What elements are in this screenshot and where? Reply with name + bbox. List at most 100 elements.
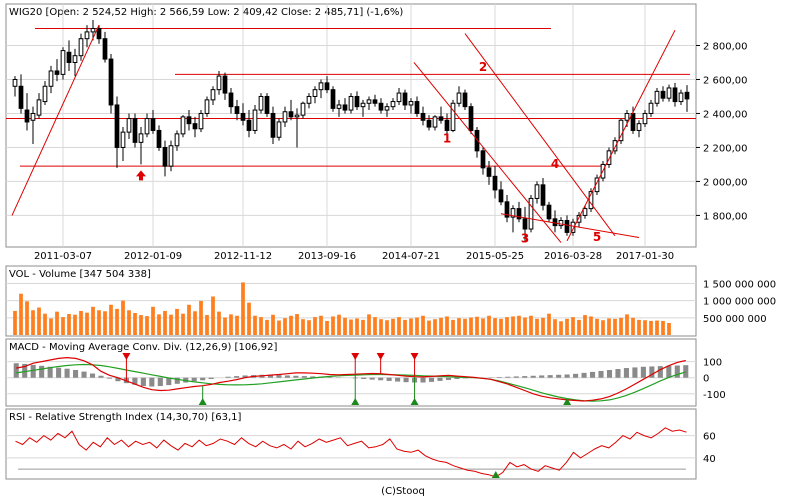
- candle-body: [180, 116, 186, 135]
- volume-bar: [19, 293, 23, 335]
- volume-bar: [667, 322, 671, 335]
- volume-bar: [109, 304, 113, 335]
- wave-label-2: 2: [479, 60, 487, 74]
- volume-bar: [157, 314, 161, 335]
- candle-body: [456, 92, 462, 104]
- candle-body: [666, 87, 672, 99]
- volume-bar: [505, 317, 509, 335]
- candle-body: [402, 92, 408, 106]
- rsi-y-tick-label: 60: [703, 432, 716, 443]
- volume-bar: [283, 318, 287, 335]
- volume-bar: [55, 311, 59, 335]
- volume-bar: [121, 300, 125, 335]
- volume-bar: [661, 320, 665, 335]
- volume-bar: [499, 318, 503, 335]
- price-y-tick-label: 2 600,00: [703, 75, 748, 86]
- rsi-panel: RSI - Relative Strength Index (14,30,70)…: [5, 408, 716, 480]
- volume-bar: [193, 311, 197, 335]
- volume-bar: [409, 318, 413, 335]
- sell-signal-icon: [351, 353, 360, 360]
- wave-label-1: 1: [443, 131, 451, 145]
- volume-bar: [187, 304, 191, 335]
- macd-histogram-bar: [437, 377, 443, 381]
- macd-histogram-bar: [522, 376, 528, 378]
- candle-body: [492, 175, 498, 191]
- candle-body: [294, 114, 300, 118]
- volume-bar: [67, 314, 71, 335]
- volume-bar: [439, 317, 443, 335]
- candle-body: [234, 106, 240, 114]
- price-y-tick-label: 2 400,00: [703, 109, 748, 120]
- rsi-y-tick-label: 40: [703, 454, 716, 465]
- candle-body: [390, 101, 396, 108]
- candle-body: [372, 99, 378, 104]
- candle-body: [474, 129, 480, 152]
- volume-bar: [235, 315, 239, 335]
- volume-bar: [643, 320, 647, 335]
- candle-body: [168, 145, 174, 167]
- candle-body: [144, 118, 150, 135]
- volume-bar: [241, 282, 245, 335]
- macd-line: [16, 356, 686, 402]
- volume-bar: [481, 318, 485, 335]
- candle-body: [360, 102, 366, 108]
- candle-body: [270, 112, 276, 138]
- price-x-tick-label: 2014-07-21: [382, 251, 440, 262]
- candle-body: [384, 106, 390, 111]
- macd-histogram-bar: [89, 373, 96, 378]
- candle-body: [66, 51, 72, 63]
- candle-body: [162, 146, 168, 167]
- volume-bar: [547, 313, 551, 335]
- candle-body: [558, 220, 564, 227]
- candle-body: [330, 89, 336, 109]
- volume-bar: [145, 316, 149, 335]
- macd-histogram-bar: [267, 374, 274, 378]
- candle-body: [564, 220, 570, 233]
- candle-body: [264, 95, 270, 114]
- macd-histogram-bar: [657, 366, 663, 378]
- candle-body: [528, 197, 534, 230]
- volume-bar: [13, 310, 17, 335]
- volume-bar: [523, 317, 527, 335]
- macd-histogram-bar: [234, 376, 240, 378]
- volume-bar: [361, 319, 365, 335]
- volume-bar: [541, 317, 545, 335]
- volume-bar: [469, 317, 473, 335]
- macd-histogram-bar: [505, 376, 511, 378]
- candle-body: [366, 99, 372, 104]
- candle-body: [78, 38, 84, 57]
- macd-panel: MACD - Moving Average Conv. Div. (12,26,…: [5, 338, 726, 407]
- macd-histogram-bar: [225, 376, 231, 378]
- macd-histogram-bar: [513, 376, 519, 378]
- candle-body: [348, 95, 354, 111]
- candle-body: [120, 131, 126, 148]
- volume-bar: [343, 317, 347, 335]
- candle-body: [126, 118, 132, 133]
- volume-bar: [565, 318, 569, 335]
- candle-body: [102, 38, 108, 60]
- candle-body: [174, 133, 180, 147]
- volume-bar: [529, 315, 533, 335]
- candle-body: [426, 119, 432, 128]
- candle-body: [24, 109, 30, 123]
- candle-body: [450, 102, 456, 131]
- macd-histogram-bar: [13, 363, 19, 378]
- candle-body: [252, 109, 258, 131]
- volume-bar: [631, 317, 635, 335]
- macd-histogram-bar: [496, 377, 502, 378]
- candle-body: [468, 106, 474, 131]
- trend-line-3: [500, 213, 640, 238]
- candle-body: [630, 112, 636, 131]
- macd-y-tick-label: -100: [703, 390, 726, 401]
- volume-bar: [625, 314, 629, 335]
- sell-signal-icon: [376, 353, 385, 360]
- volume-y-tick-label: 1 000 000 000: [703, 297, 776, 308]
- candle-body: [72, 55, 78, 63]
- candle-body: [318, 82, 324, 91]
- candle-body: [258, 95, 264, 111]
- volume-bar: [589, 316, 593, 335]
- candle-body: [612, 140, 618, 152]
- macd-histogram-bar: [284, 375, 290, 378]
- macd-histogram-bar: [462, 377, 468, 379]
- candle-body: [498, 189, 504, 203]
